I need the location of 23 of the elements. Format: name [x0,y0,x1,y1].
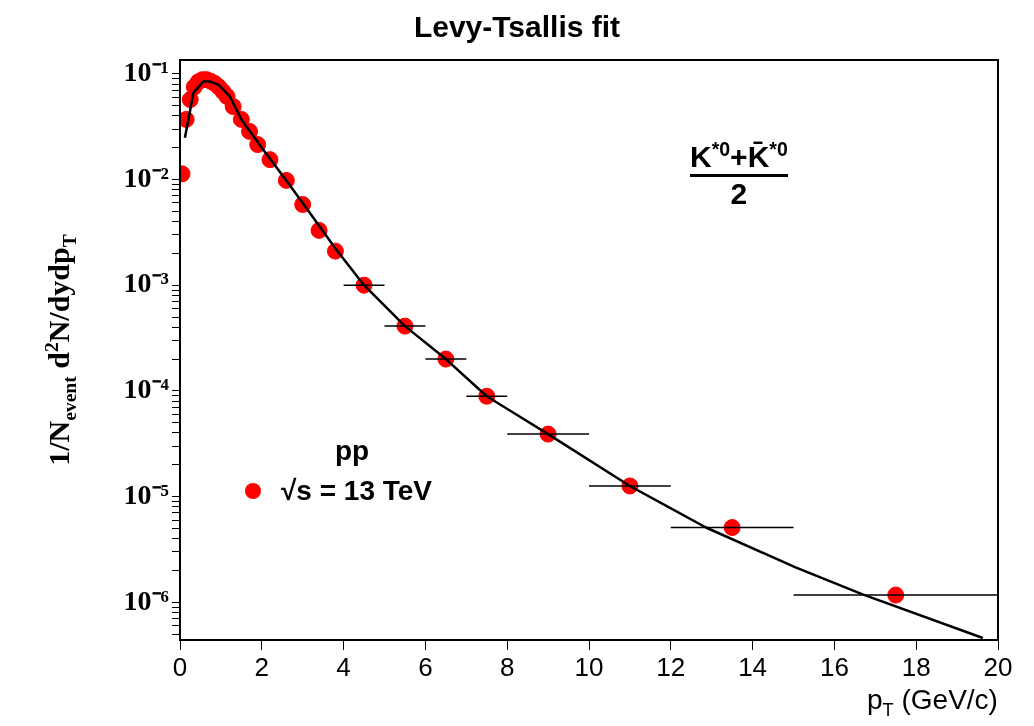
legend-label: √s = 13 TeV [281,475,433,507]
x-tick-label: 10 [574,651,604,682]
y-tick-label: 10⁻⁴ [123,373,170,405]
x-tick-label: 20 [983,651,1013,682]
chart-title: Levy-Tsallis fit [412,10,622,44]
annotation: 2 [729,177,749,211]
y-tick-label: 10⁻⁵ [123,478,169,510]
x-tick-label: 4 [336,651,351,682]
x-tick-label: 12 [656,651,686,682]
y-tick-label: 10⁻⁶ [123,584,169,616]
x-axis-title: p$_{T}$ (GeV/c) [867,684,998,721]
x-tick-label: 8 [499,651,515,682]
x-tick-label: 2 [254,651,270,682]
x-tick-label: 6 [418,651,433,682]
x-tick-label: 18 [901,651,931,682]
legend-title: pp [334,435,371,467]
x-tick-label: 14 [738,651,768,682]
x-tick-label: 16 [819,651,849,682]
x-tick-label: 0 [172,651,188,682]
y-tick-label: 10⁻³ [123,267,169,299]
annotation: K$^{*0}$+K̄$^{*0}$ [690,138,788,177]
y-tick-label: 10⁻² [123,161,169,193]
y-tick-label: 10⁻¹ [123,56,169,88]
